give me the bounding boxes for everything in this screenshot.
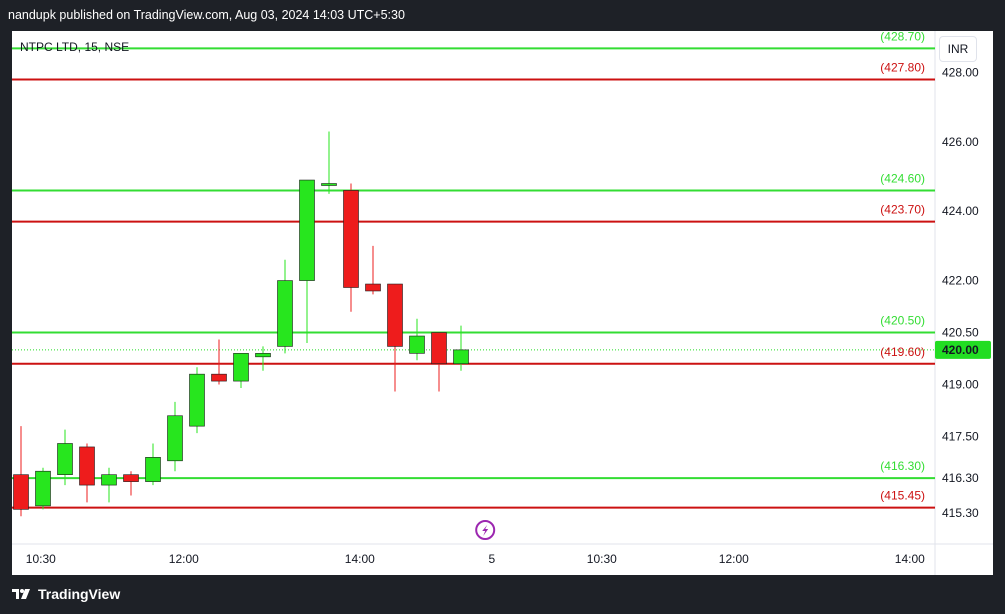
- candle-body[interactable]: [277, 280, 293, 347]
- candle-body[interactable]: [211, 373, 227, 382]
- candle-body[interactable]: [365, 283, 381, 292]
- level-label-resistance: (415.45): [880, 489, 925, 503]
- level-label-resistance: (423.70): [880, 203, 925, 217]
- candle-body[interactable]: [453, 349, 469, 365]
- candle-body[interactable]: [255, 353, 271, 358]
- candle-body[interactable]: [431, 332, 447, 365]
- symbol-legend: NTPC LTD, 15, NSE: [20, 40, 130, 54]
- y-tick-label: 420.50: [942, 326, 979, 340]
- x-tick-label: 14:00: [345, 552, 375, 566]
- level-label-support: (428.70): [880, 31, 925, 43]
- candle-body[interactable]: [189, 373, 205, 427]
- footer-brand[interactable]: TradingView: [10, 586, 120, 602]
- level-label-support: (416.30): [880, 459, 925, 473]
- candle-body[interactable]: [233, 353, 249, 382]
- candle-body[interactable]: [167, 415, 183, 462]
- y-tick-label: 428.00: [942, 66, 979, 80]
- x-tick-label: 5: [488, 552, 495, 566]
- level-label-resistance: (419.60): [880, 345, 925, 359]
- candle-body[interactable]: [387, 283, 403, 347]
- level-label-resistance: (427.80): [880, 61, 925, 75]
- candle-body[interactable]: [299, 179, 315, 281]
- chart-panel[interactable]: (428.70) (427.80) (424.60) (423.70) (420.50)…: [12, 31, 993, 575]
- last-price-tag: [935, 340, 991, 359]
- x-tick-label: 10:30: [26, 552, 56, 566]
- candle-body[interactable]: [321, 183, 337, 186]
- y-tick-label: 415.30: [942, 506, 979, 520]
- tradingview-logo-icon: [12, 589, 30, 599]
- candle-body[interactable]: [13, 474, 29, 510]
- lightning-icon-glyph: [482, 525, 489, 536]
- y-tick-label: 416.30: [942, 471, 979, 485]
- y-tick-label: 417.50: [942, 430, 979, 444]
- candle-body[interactable]: [343, 190, 359, 288]
- y-tick-label: 419.00: [942, 378, 979, 392]
- footer-brand-label: TradingView: [38, 586, 121, 602]
- candle-body[interactable]: [409, 335, 425, 354]
- candle-body[interactable]: [123, 474, 139, 482]
- publish-caption: nandupk published on TradingView.com, Au…: [8, 8, 405, 22]
- candle-body[interactable]: [101, 474, 117, 486]
- x-tick-label: 10:30: [587, 552, 617, 566]
- candle-body[interactable]: [79, 446, 95, 486]
- x-tick-label: 14:00: [895, 552, 925, 566]
- level-label-support: (424.60): [880, 171, 925, 185]
- candle-body[interactable]: [57, 443, 73, 475]
- candlestick-chart[interactable]: (428.70) (427.80) (424.60) (423.70) (420.50)…: [12, 31, 993, 575]
- y-tick-label: 422.00: [942, 274, 979, 288]
- x-tick-label: 12:00: [169, 552, 199, 566]
- currency-button[interactable]: INR: [939, 36, 977, 62]
- last-price-tag-label: 420.00: [942, 343, 979, 357]
- candle-body[interactable]: [35, 470, 51, 507]
- x-tick-label: 12:00: [719, 552, 749, 566]
- y-tick-label: 426.00: [942, 135, 979, 149]
- level-label-support: (420.50): [880, 314, 925, 328]
- y-tick-label: 424.00: [942, 204, 979, 218]
- candle-body[interactable]: [145, 457, 161, 482]
